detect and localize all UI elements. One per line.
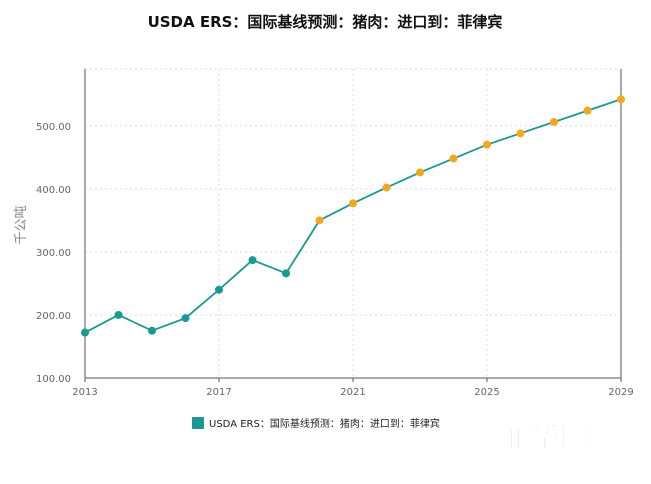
data-point xyxy=(215,285,223,294)
data-point xyxy=(583,106,592,115)
data-point xyxy=(148,326,156,335)
x-tick-label: 2029 xyxy=(608,387,633,398)
y-tick-label: 200.00 xyxy=(36,311,71,322)
data-point xyxy=(81,328,89,337)
y-tick-labels: 100.00 200.00 300.00 400.00 500.00 xyxy=(36,122,71,385)
y-tick-label: 500.00 xyxy=(36,122,71,133)
data-point xyxy=(617,95,625,104)
x-tick-label: 2013 xyxy=(72,387,97,398)
legend-label[interactable]: USDA ERS：国际基线预测：猪肉：进口到：菲律宾 xyxy=(209,417,440,430)
axes xyxy=(84,69,622,382)
data-point xyxy=(550,117,558,126)
data-point xyxy=(382,183,391,192)
x-tick-labels: 2013 2017 2021 2025 2029 xyxy=(72,387,633,398)
legend[interactable]: USDA ERS：国际基线预测：猪肉：进口到：菲律宾 xyxy=(192,417,440,430)
data-point xyxy=(483,140,491,149)
watermark-backdrop xyxy=(480,408,640,466)
data-point xyxy=(282,269,290,278)
x-tick-label: 2025 xyxy=(474,387,499,398)
watermark-logo: 菲华网 xyxy=(480,408,640,466)
y-tick-label: 400.00 xyxy=(36,185,71,196)
data-point xyxy=(516,129,525,138)
x-tick-label: 2017 xyxy=(206,387,231,398)
data-point xyxy=(416,168,424,177)
chart-title: USDA ERS：国际基线预测：猪肉：进口到：菲律宾 xyxy=(148,13,503,31)
data-points xyxy=(81,95,625,337)
data-point xyxy=(181,314,190,323)
legend-swatch[interactable] xyxy=(192,417,204,429)
data-point xyxy=(349,199,357,208)
data-point xyxy=(114,310,123,319)
data-point xyxy=(449,154,458,163)
data-point xyxy=(315,216,324,225)
y-tick-label: 300.00 xyxy=(36,248,71,259)
y-tick-label: 100.00 xyxy=(36,374,71,385)
data-point xyxy=(248,256,257,265)
x-tick-label: 2021 xyxy=(340,387,365,398)
watermark-text: 菲华网 xyxy=(500,420,590,455)
y-axis-label: 千公吨 xyxy=(14,205,29,244)
grid xyxy=(85,68,621,379)
